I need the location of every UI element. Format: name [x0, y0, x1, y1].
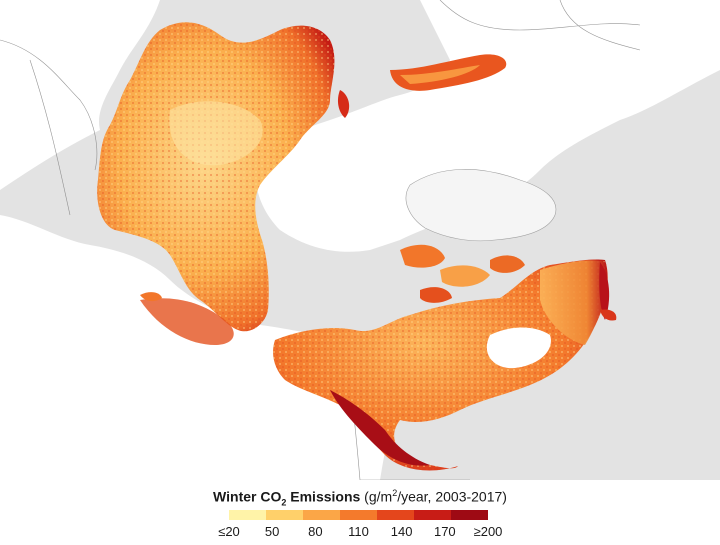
emissions-siberia	[97, 22, 350, 345]
legend-tick-label: 110	[348, 524, 369, 539]
legend-colorbar	[229, 510, 488, 520]
legend-tick-label: 140	[390, 524, 413, 539]
legend-color-swatch	[340, 510, 378, 520]
legend-tick-label: 170	[433, 524, 456, 539]
emissions-islands	[140, 292, 617, 321]
legend-color-swatch	[266, 510, 304, 520]
legend-title-bold: Winter CO	[213, 488, 282, 505]
emissions-scandinavia	[390, 54, 507, 91]
legend-tick-label: 50	[264, 524, 280, 539]
legend: Winter CO2 Emissions (g/m2/year, 2003-20…	[0, 480, 720, 545]
emissions-north-america	[273, 244, 610, 471]
legend-units-suffix: /year, 2003-2017)	[397, 488, 507, 505]
legend-color-swatch	[451, 510, 488, 520]
legend-title: Winter CO2 Emissions (g/m2/year, 2003-20…	[0, 488, 720, 507]
ocean	[0, 0, 720, 480]
legend-color-swatch	[377, 510, 415, 520]
legend-ticks: ≤20 50 80 110 140 170 ≥200	[0, 524, 720, 542]
legend-tick-label: 80	[308, 524, 323, 539]
legend-tick-label: ≤20	[218, 524, 240, 539]
greenland	[405, 169, 557, 242]
legend-title-subscript: 2	[281, 497, 287, 508]
legend-units-superscript: 2	[392, 488, 398, 498]
legend-tick-label: ≥200	[473, 524, 503, 539]
legend-color-swatch	[414, 510, 452, 520]
legend-color-swatch	[303, 510, 341, 520]
legend-units-prefix: (g/m	[360, 488, 393, 505]
map	[0, 0, 720, 480]
legend-title-bold-suffix: Emissions	[286, 488, 361, 505]
legend-color-swatch	[229, 510, 267, 520]
